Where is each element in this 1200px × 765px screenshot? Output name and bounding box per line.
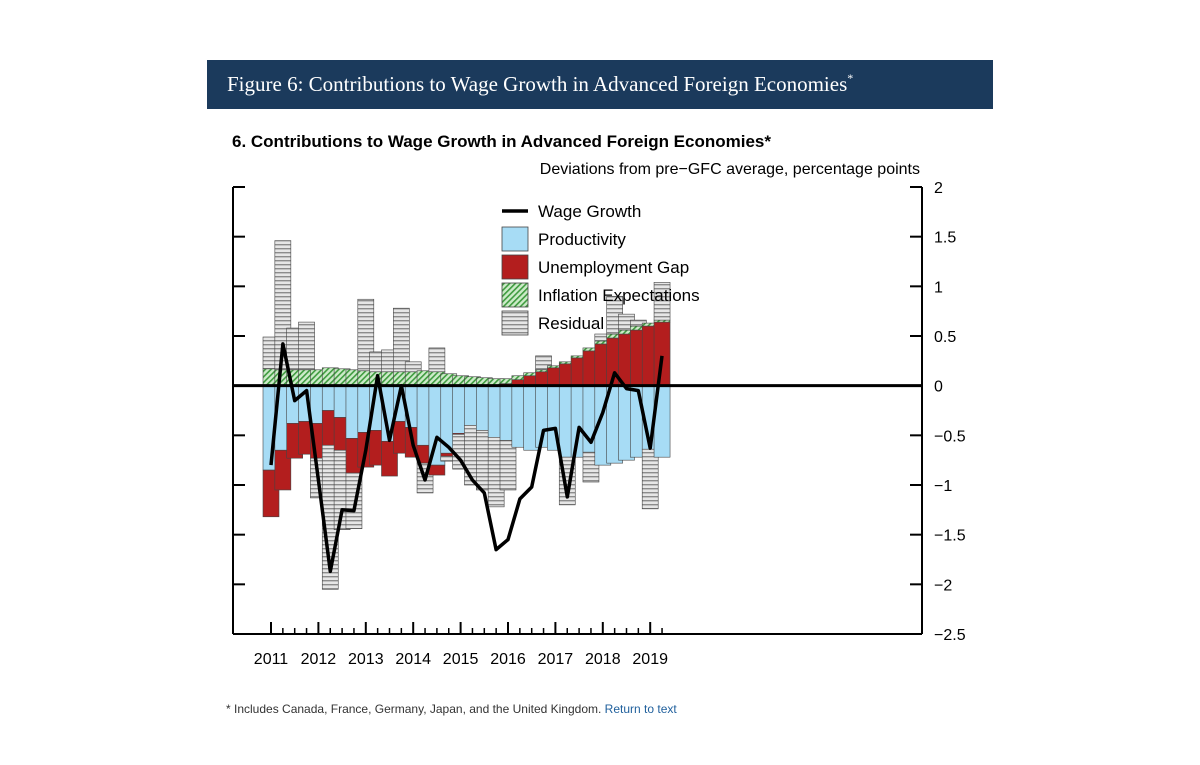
y-tick-label: 0.5 bbox=[934, 329, 956, 346]
y-tick-label: 0 bbox=[934, 379, 943, 396]
footnote: * Includes Canada, France, Germany, Japa… bbox=[226, 702, 677, 716]
y-tick-label: 1.5 bbox=[934, 230, 956, 247]
x-tick-label: 2016 bbox=[490, 651, 526, 668]
bar-residual bbox=[393, 307, 410, 373]
bar-residual bbox=[404, 361, 422, 373]
bar-unemployment-gap bbox=[428, 464, 446, 476]
bar-residual bbox=[641, 448, 659, 510]
return-to-text-link[interactable]: Return to text bbox=[604, 702, 677, 716]
bar-unemployment-gap bbox=[653, 321, 671, 386]
legend-label-unemployment-gap: Unemployment Gap bbox=[538, 258, 689, 277]
y-tick-label: −2.5 bbox=[934, 627, 966, 644]
y-tick-label: 2 bbox=[934, 180, 943, 197]
footnote-text: * Includes Canada, France, Germany, Japa… bbox=[226, 702, 602, 716]
legend-label-productivity: Productivity bbox=[538, 230, 626, 249]
legend-label-inflation-expectations: Inflation Expectations bbox=[538, 286, 700, 305]
y-tick-label: 1 bbox=[934, 279, 943, 296]
x-tick-label: 2017 bbox=[538, 651, 574, 668]
chart-title: 6. Contributions to Wage Growth in Advan… bbox=[232, 132, 771, 151]
y-tick-label: −2 bbox=[934, 577, 952, 594]
y-tick-label: −0.5 bbox=[934, 428, 966, 445]
x-tick-label: 2018 bbox=[585, 651, 621, 668]
x-tick-label: 2012 bbox=[301, 651, 337, 668]
x-tick-label: 2015 bbox=[443, 651, 479, 668]
figure-header: Figure 6: Contributions to Wage Growth i… bbox=[207, 60, 993, 109]
x-tick-label: 2014 bbox=[395, 651, 431, 668]
bar-unemployment-gap bbox=[274, 449, 292, 491]
wage-growth-line bbox=[269, 342, 664, 574]
chart-units: Deviations from pre−GFC average, percent… bbox=[540, 161, 920, 178]
legend-swatch-productivity bbox=[501, 226, 529, 252]
legend-swatch-unemployment-gap bbox=[501, 254, 529, 280]
x-tick-label: 2011 bbox=[254, 651, 289, 668]
bar-residual bbox=[298, 321, 315, 371]
legend-label-residual: Residual bbox=[538, 314, 604, 333]
figure-title: Figure 6: Contributions to Wage Growth i… bbox=[227, 72, 848, 96]
x-tick-label: 2019 bbox=[632, 651, 668, 668]
legend-swatch-residual bbox=[501, 310, 529, 336]
x-tick-label: 2013 bbox=[348, 651, 384, 668]
legend-label-wage-growth: Wage Growth bbox=[538, 202, 641, 221]
bar-residual bbox=[653, 282, 671, 321]
y-tick-label: −1.5 bbox=[934, 528, 966, 545]
figure-title-marker: * bbox=[847, 71, 854, 85]
bar-residual bbox=[499, 439, 517, 491]
y-tick-label: −1 bbox=[934, 478, 952, 495]
bar-residual bbox=[428, 347, 446, 373]
legend-swatch-inflation-expectations bbox=[501, 282, 529, 308]
